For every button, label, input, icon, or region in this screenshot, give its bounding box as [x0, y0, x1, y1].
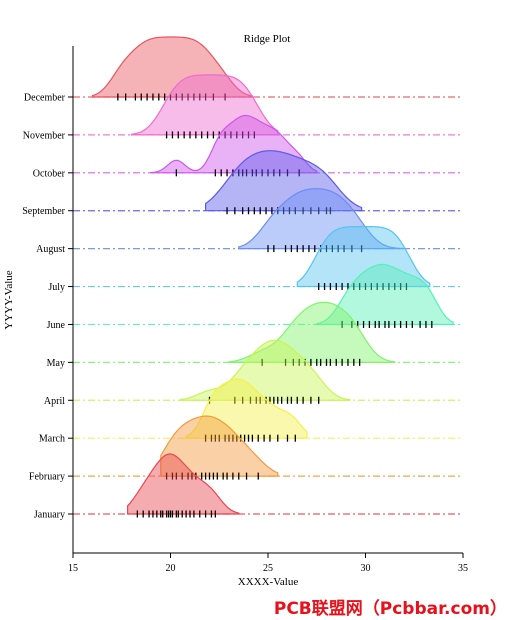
ridge-february: [160, 415, 279, 477]
ridge-january: [127, 453, 240, 515]
ridge-december: [91, 36, 253, 98]
x-axis-label: XXXX-Value: [238, 576, 299, 588]
y-tick-label-november: November: [23, 130, 66, 141]
y-tick-label-june: June: [47, 320, 66, 331]
x-tick-label: 15: [68, 563, 78, 574]
y-tick-label-february: February: [29, 472, 65, 483]
x-tick-label: 20: [166, 563, 176, 574]
ridge-march: [185, 378, 308, 439]
x-tick-label: 25: [263, 563, 273, 574]
watermark-text: PCB联盟网（Pcbbar.com）: [273, 599, 507, 619]
y-tick-label-april: April: [44, 396, 65, 407]
y-ticks: December November October September August Ju…: [22, 93, 73, 521]
x-tick-label: 35: [458, 563, 468, 574]
y-tick-label-march: March: [39, 434, 65, 445]
ridge-october: [150, 114, 318, 174]
ridge-july: [296, 225, 431, 288]
y-tick-label-december: December: [24, 93, 66, 104]
ridge-may: [228, 301, 396, 363]
x-tick-label: 30: [361, 563, 371, 574]
ridge-september: [205, 150, 363, 212]
ridge-april: [179, 339, 351, 401]
x-ticks: 15 20 25 30 35: [68, 553, 468, 574]
y-tick-label-october: October: [33, 168, 66, 179]
y-tick-label-july: July: [48, 282, 65, 293]
ridge-june: [316, 263, 454, 326]
y-tick-label-september: September: [22, 206, 65, 217]
y-tick-label-may: May: [47, 358, 65, 369]
y-tick-label-august: August: [36, 244, 65, 255]
ridge-august: [238, 187, 406, 250]
y-tick-label-january: January: [34, 510, 65, 521]
y-axis-label: YYYY-Value: [3, 270, 15, 329]
ridges: [91, 36, 454, 518]
chart-title: Ridge Plot: [244, 33, 291, 45]
ridge-november: [130, 74, 279, 136]
